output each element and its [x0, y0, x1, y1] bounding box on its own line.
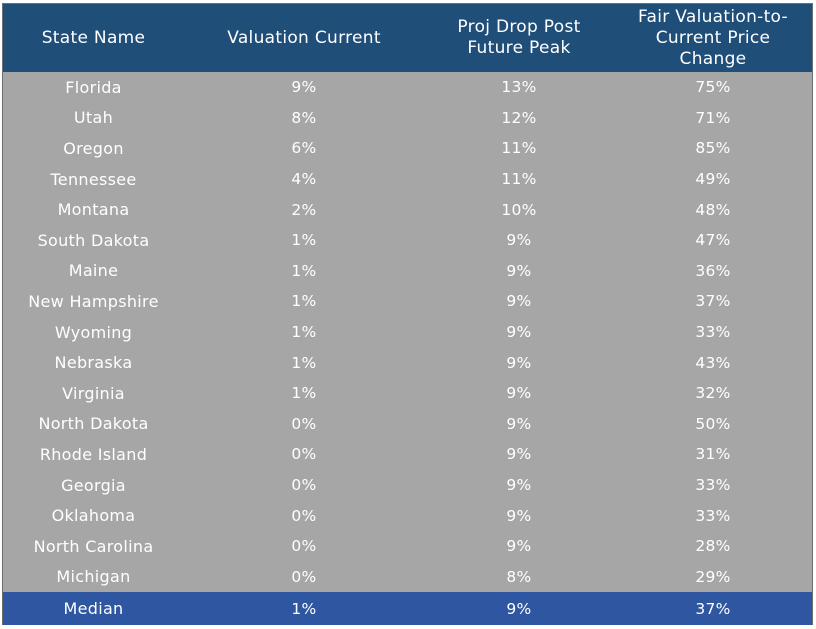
- proj-drop-cell: 9%: [506, 537, 532, 556]
- fair-valuation-change-cell: 37%: [695, 292, 731, 311]
- column-header-state-name: State Name: [3, 4, 184, 72]
- proj-drop-cell: 9%: [506, 353, 532, 372]
- state-cell: New Hampshire: [28, 291, 159, 311]
- state-cell: Utah: [73, 108, 114, 128]
- table-body: Florida 9% 13% 75% Utah 8% 12% 71% Oregon 6% 11% 85…: [3, 72, 812, 626]
- valuation-current-cell: 1%: [291, 292, 317, 311]
- median-fair-valuation-change-cell: 37%: [614, 592, 812, 626]
- state-cell: North Carolina: [33, 536, 154, 556]
- proj-drop-cell: 10%: [501, 200, 537, 219]
- valuation-current-cell: 9%: [291, 78, 317, 97]
- table-row: South Dakota 1% 9% 47%: [3, 225, 812, 256]
- column-header-proj-drop: Proj Drop Post Future Peak: [424, 4, 614, 72]
- fair-valuation-change-cell: 75%: [695, 78, 731, 97]
- table-row: Virginia 1% 9% 32%: [3, 378, 812, 409]
- state-cell: North Dakota: [38, 414, 149, 434]
- table-row: New Hampshire 1% 9% 37%: [3, 286, 812, 317]
- fair-valuation-change-cell: 47%: [695, 231, 731, 250]
- state-cell: Rhode Island: [39, 444, 148, 464]
- valuation-current-cell: 0%: [291, 445, 317, 464]
- fair-valuation-change-cell: 33%: [695, 476, 731, 495]
- proj-drop-cell: 9%: [506, 323, 532, 342]
- valuation-current-cell: 0%: [291, 414, 317, 433]
- proj-drop-cell: 13%: [501, 78, 537, 97]
- valuation-current-cell: 0%: [291, 537, 317, 556]
- valuation-current-cell: 2%: [291, 200, 317, 219]
- valuation-current-cell: 1%: [291, 353, 317, 372]
- state-cell: Georgia: [61, 475, 126, 495]
- valuation-table: State Name Valuation Current Proj Drop P…: [3, 4, 812, 626]
- table-row: Maine 1% 9% 36%: [3, 256, 812, 287]
- state-cell: Maine: [68, 261, 119, 281]
- valuation-current-cell: 8%: [291, 108, 317, 127]
- valuation-current-cell: 0%: [291, 506, 317, 525]
- column-header-valuation-current: Valuation Current: [184, 4, 424, 72]
- proj-drop-cell: 9%: [506, 476, 532, 495]
- fair-valuation-change-cell: 71%: [695, 108, 731, 127]
- state-cell: Tennessee: [50, 169, 137, 189]
- state-cell: Nebraska: [54, 353, 133, 373]
- table-row: Florida 9% 13% 75%: [3, 72, 812, 103]
- median-valuation-current-cell: 1%: [184, 592, 424, 626]
- fair-valuation-change-cell: 36%: [695, 261, 731, 280]
- valuation-current-cell: 1%: [291, 231, 317, 250]
- median-state-cell: Median: [3, 592, 184, 626]
- table-row: North Dakota 0% 9% 50%: [3, 409, 812, 440]
- valuation-current-cell: 6%: [291, 139, 317, 158]
- fair-valuation-change-cell: 28%: [695, 537, 731, 556]
- valuation-current-cell: 0%: [291, 476, 317, 495]
- header-row: State Name Valuation Current Proj Drop P…: [3, 4, 812, 72]
- table-header: State Name Valuation Current Proj Drop P…: [3, 4, 812, 72]
- proj-drop-cell: 8%: [506, 567, 532, 586]
- proj-drop-cell: 9%: [506, 445, 532, 464]
- state-cell: Virginia: [62, 383, 125, 403]
- valuation-current-cell: 1%: [291, 261, 317, 280]
- proj-drop-cell: 11%: [501, 139, 537, 158]
- valuation-current-cell: 1%: [291, 384, 317, 403]
- proj-drop-cell: 12%: [501, 108, 537, 127]
- median-proj-drop-cell: 9%: [424, 592, 614, 626]
- state-cell: Oklahoma: [51, 506, 136, 526]
- state-cell: Florida: [65, 77, 122, 97]
- proj-drop-cell: 9%: [506, 384, 532, 403]
- table-row: Wyoming 1% 9% 33%: [3, 317, 812, 348]
- fair-valuation-change-cell: 85%: [695, 139, 731, 158]
- proj-drop-cell: 9%: [506, 261, 532, 280]
- fair-valuation-change-cell: 32%: [695, 384, 731, 403]
- state-cell: Oregon: [63, 138, 124, 158]
- table-row: Nebraska 1% 9% 43%: [3, 347, 812, 378]
- table-row: Oregon 6% 11% 85%: [3, 133, 812, 164]
- valuation-table-frame: State Name Valuation Current Proj Drop P…: [2, 3, 813, 626]
- valuation-current-cell: 4%: [291, 170, 317, 189]
- fair-valuation-change-cell: 33%: [695, 506, 731, 525]
- table-row: Rhode Island 0% 9% 31%: [3, 439, 812, 470]
- state-cell: South Dakota: [37, 230, 150, 250]
- valuation-current-cell: 1%: [291, 323, 317, 342]
- proj-drop-cell: 9%: [506, 414, 532, 433]
- fair-valuation-change-cell: 29%: [695, 567, 731, 586]
- fair-valuation-change-cell: 33%: [695, 323, 731, 342]
- state-cell: Michigan: [56, 567, 131, 587]
- proj-drop-cell: 9%: [506, 292, 532, 311]
- column-header-fair-valuation-change: Fair Valuation-to-Current Price Change: [614, 4, 812, 72]
- proj-drop-cell: 9%: [506, 506, 532, 525]
- state-cell: Montana: [57, 200, 130, 220]
- table-row: Georgia 0% 9% 33%: [3, 470, 812, 501]
- table-row: Utah 8% 12% 71%: [3, 103, 812, 134]
- fair-valuation-change-cell: 48%: [695, 200, 731, 219]
- proj-drop-cell: 11%: [501, 170, 537, 189]
- valuation-current-cell: 0%: [291, 567, 317, 586]
- table-row: North Carolina 0% 9% 28%: [3, 531, 812, 562]
- fair-valuation-change-cell: 50%: [695, 414, 731, 433]
- proj-drop-cell: 9%: [506, 231, 532, 250]
- table-row: Tennessee 4% 11% 49%: [3, 164, 812, 195]
- state-cell: Wyoming: [54, 322, 133, 342]
- table-row: Oklahoma 0% 9% 33%: [3, 500, 812, 531]
- median-row: Median 1% 9% 37%: [3, 592, 812, 626]
- fair-valuation-change-cell: 43%: [695, 353, 731, 372]
- table-row: Montana 2% 10% 48%: [3, 194, 812, 225]
- fair-valuation-change-cell: 49%: [695, 170, 731, 189]
- table-row: Michigan 0% 8% 29%: [3, 562, 812, 593]
- fair-valuation-change-cell: 31%: [695, 445, 731, 464]
